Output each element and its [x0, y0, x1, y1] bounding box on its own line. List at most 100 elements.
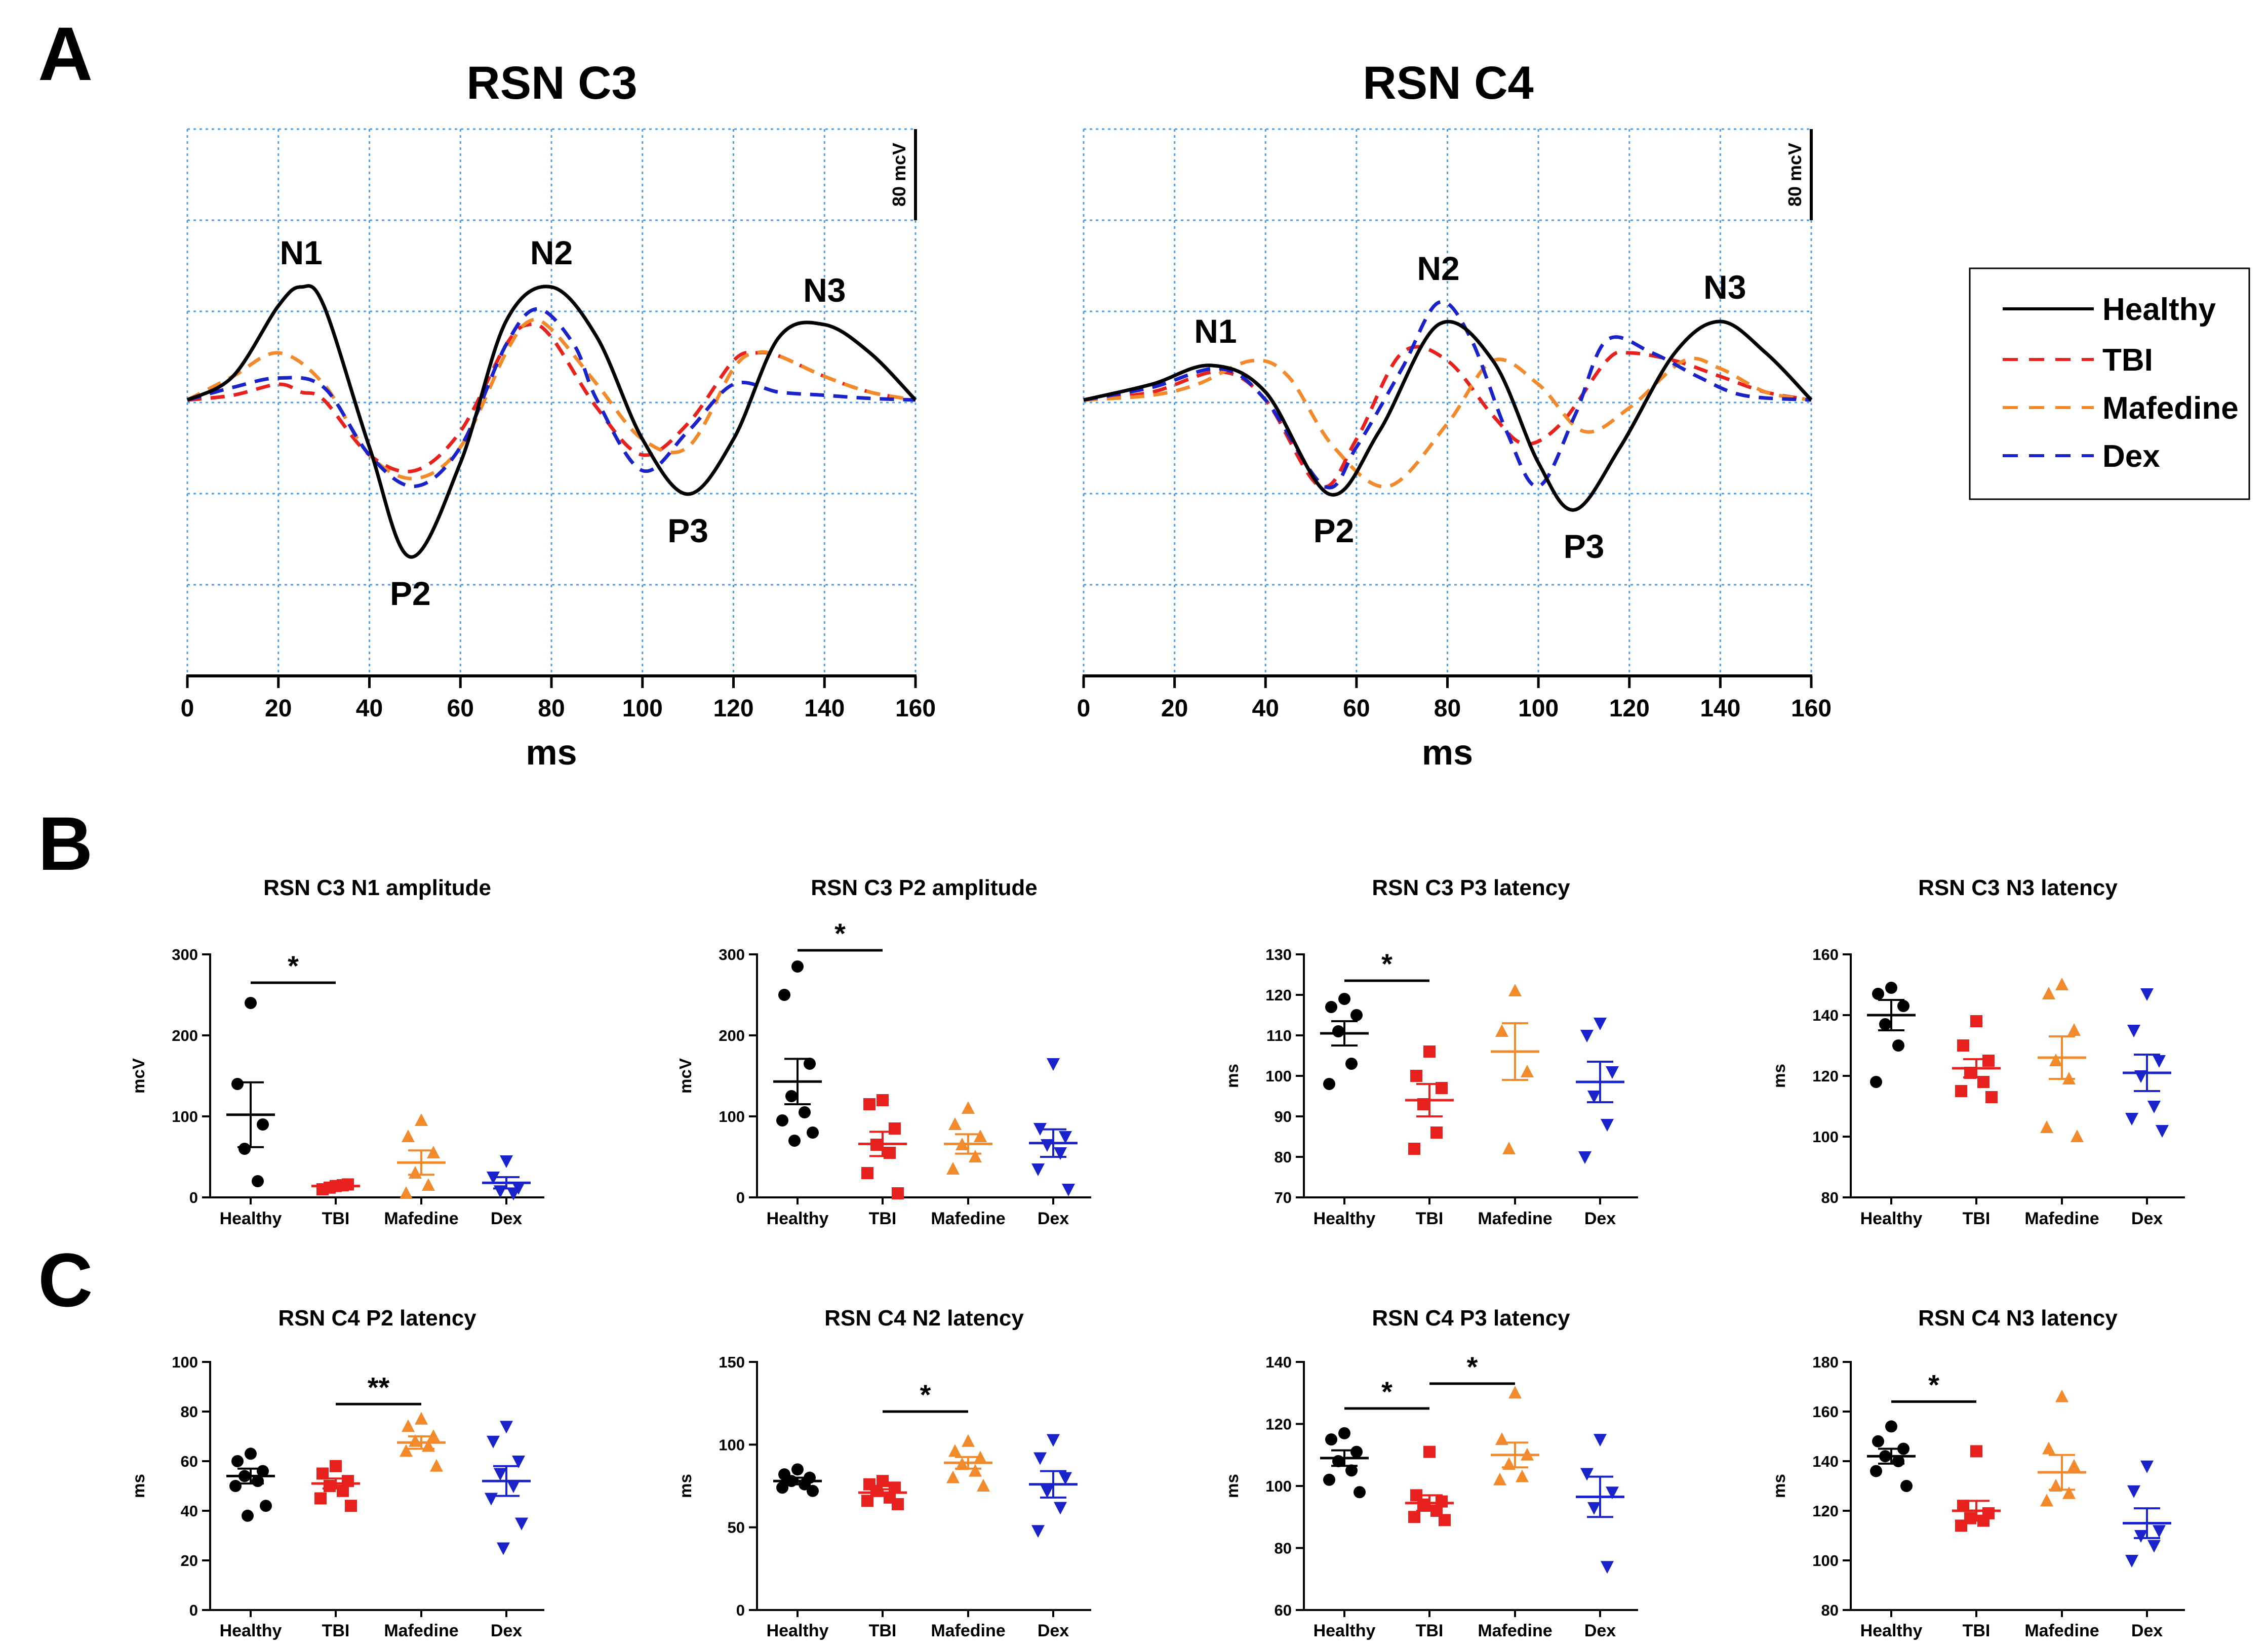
rsn-c4-p2-latency-category-healthy: Healthy: [220, 1621, 282, 1640]
rsn-c3-n1-amplitude-group-tbi: [311, 1178, 360, 1195]
rsn-c4-p2-latency-y-axis-label: ms: [129, 1474, 148, 1498]
rsn-c3-p2-amplitude-group-healthy: [773, 960, 822, 1147]
data-point: [1430, 1127, 1443, 1139]
rsn-c3-p3-latency-y-tick-label: 100: [1265, 1067, 1292, 1085]
rsn-c4-n3-latency-category-tbi: TBI: [1963, 1621, 1991, 1640]
data-point: [1423, 1045, 1436, 1058]
data-point: [1059, 1472, 1072, 1485]
rsn-c4-n3-latency-group-tbi: [1952, 1445, 2001, 1532]
data-point: [785, 1090, 798, 1102]
rsn-c3-series-mafedine: [186, 317, 916, 480]
rsn-c4-peak-label-n1: N1: [1194, 312, 1237, 350]
rsn-c3-n1-amplitude-y-tick-label: 200: [172, 1027, 198, 1044]
data-point: [1325, 1001, 1337, 1013]
rsn-c3-x-tick-label: 140: [804, 695, 845, 722]
data-point: [2040, 1120, 2053, 1133]
rsn-c4-p2-latency-y-tick-label: 0: [189, 1601, 198, 1619]
rsn-c3-n1-amplitude-category-dex: Dex: [491, 1209, 522, 1228]
data-point: [500, 1421, 513, 1434]
data-point: [1350, 1445, 1363, 1458]
data-point: [1885, 1420, 1897, 1433]
rsn-c3-grid: [186, 128, 917, 676]
rsn-c3-n1-amplitude-y-tick-label: 0: [189, 1189, 198, 1206]
data-point: [2156, 1125, 2169, 1138]
rsn-c4-p2-latency-y-tick-label: 40: [181, 1502, 198, 1520]
data-point: [2125, 1555, 2138, 1567]
rsn-c4-peak-label-p2: P2: [1314, 512, 1355, 549]
data-point: [1502, 1142, 1516, 1154]
rsn-c4-n2-latency-group-healthy: [773, 1463, 822, 1497]
rsn-c4-n3-latency-y-tick-label: 140: [1812, 1453, 1839, 1470]
data-point: [245, 997, 257, 1009]
rsn-c3-n1-amplitude-group-healthy: [226, 997, 275, 1187]
data-point: [345, 1500, 357, 1512]
rsn-c4-p2-latency-group-dex: [482, 1421, 531, 1555]
dotplot-c4-p2-latency: RSN C4 P2 latency 0 20 40 60 80 100 ms Healthy TB…: [129, 1306, 544, 1640]
rsn-c4-n3-latency-significance-label: *: [1928, 1369, 1939, 1400]
rsn-c4-p3-latency-category-tbi: TBI: [1416, 1621, 1444, 1640]
rsn-c4-x-tick-label: 160: [1791, 695, 1832, 722]
rsn-c4-n3-latency-y-axis-label: ms: [1770, 1474, 1788, 1498]
data-point: [430, 1459, 443, 1472]
data-point: [1338, 993, 1350, 1005]
rsn-c3-p3-latency-category-healthy: Healthy: [1314, 1209, 1376, 1228]
rsn-c4-p2-latency-group-healthy: [226, 1447, 275, 1522]
data-point: [500, 1155, 513, 1168]
rsn-c4-p2-latency-y-tick-label: 20: [181, 1552, 198, 1570]
data-point: [2127, 1025, 2140, 1037]
rsn-c4-n3-latency-y-tick-label: 160: [1812, 1403, 1839, 1421]
data-point: [242, 1509, 254, 1522]
rsn-c4-n2-latency-significance-label: *: [920, 1379, 931, 1411]
rsn-c4-x-axis-label: ms: [1422, 733, 1473, 772]
data-point: [1982, 1055, 1995, 1067]
data-point: [1062, 1184, 1075, 1196]
dotplot-c4-n3-latency: RSN C4 N3 latency 80 100 120 140 160 180 ms Heal…: [1770, 1306, 2185, 1640]
rsn-c3-n3-latency-group-healthy: [1867, 982, 1916, 1088]
rsn-c3-p3-latency-group-dex: [1576, 1018, 1624, 1164]
rsn-c3-peak-label-n1: N1: [280, 234, 323, 271]
data-point: [1872, 1435, 1884, 1447]
rsn-c4-p2-latency-significance-label: **: [368, 1371, 390, 1403]
data-point: [1408, 1511, 1420, 1523]
rsn-c4-n3-latency-category-mafedine: Mafedine: [2024, 1621, 2099, 1640]
rsn-c4-x-tick-label: 20: [1161, 695, 1188, 722]
rsn-c4-n3-latency-category-dex: Dex: [2131, 1621, 2163, 1640]
rsn-c4-p2-latency-group-mafedine: [397, 1412, 446, 1472]
data-point: [330, 1460, 342, 1472]
rsn-c3-n3-latency-title: RSN C3 N3 latency: [1918, 875, 2118, 900]
rsn-c3-n3-latency-category-tbi: TBI: [1963, 1209, 1991, 1228]
data-point: [1594, 1434, 1607, 1447]
dotplot-c4-p3-latency: RSN C4 P3 latency 60 80 100 120 140 ms Healthy T…: [1223, 1306, 1638, 1640]
rsn-c4-p2-latency-category-mafedine: Mafedine: [384, 1621, 458, 1640]
data-point: [2134, 1530, 2147, 1543]
data-point: [409, 1166, 422, 1179]
data-point: [974, 1130, 987, 1142]
rsn-c4-n3-latency-title: RSN C4 N3 latency: [1918, 1306, 2118, 1331]
rsn-c3-x-tick-label: 60: [447, 695, 474, 722]
data-point: [892, 1187, 904, 1199]
data-point: [2153, 1525, 2166, 1538]
legend-box: [1969, 267, 2250, 500]
rsn-c4-title: RSN C4: [1363, 57, 1533, 109]
rsn-c4-x-tick-label: 100: [1518, 695, 1559, 722]
data-point: [1338, 1427, 1350, 1439]
rsn-c4-n2-latency-category-mafedine: Mafedine: [931, 1621, 1005, 1640]
data-point: [1970, 1445, 1982, 1458]
data-point: [1897, 1000, 1909, 1012]
rsn-c3-x-tick-label: 40: [356, 695, 383, 722]
rsn-c3-n1-amplitude-category-healthy: Healthy: [220, 1209, 282, 1228]
rsn-c3-x-tick-label: 160: [895, 695, 936, 722]
rsn-c4-p2-latency-y-tick-label: 80: [181, 1403, 198, 1421]
rsn-c4-n3-latency-group-healthy: [1867, 1420, 1916, 1492]
rsn-c4-x-tick-label: 40: [1252, 695, 1279, 722]
data-point: [2040, 1494, 2053, 1507]
data-point: [1587, 1091, 1601, 1103]
data-point: [2049, 1054, 2062, 1066]
panel-label-a: A: [38, 11, 93, 96]
rsn-c4-n3-latency-y-tick-label: 80: [1821, 1601, 1839, 1619]
data-point: [1345, 1464, 1358, 1477]
data-point: [946, 1470, 960, 1483]
data-point: [402, 1130, 415, 1142]
data-point: [799, 1106, 811, 1118]
